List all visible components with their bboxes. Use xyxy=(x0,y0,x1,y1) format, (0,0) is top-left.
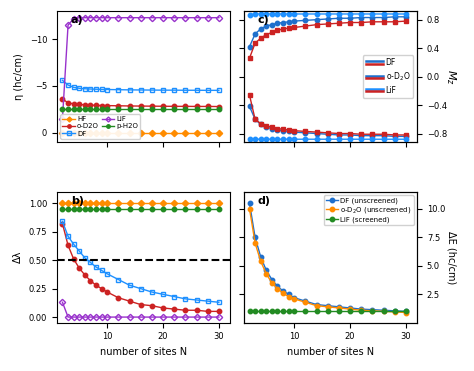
DF (unscreened) xyxy=(252,235,258,240)
o-D$_2$O (unscreened) xyxy=(274,286,280,291)
LiF (screened) xyxy=(269,309,275,313)
DF (unscreened) xyxy=(403,309,409,313)
DF (unscreened) xyxy=(292,295,297,300)
Text: a): a) xyxy=(71,15,83,25)
LiF (screened) xyxy=(314,309,319,313)
DF (unscreened) xyxy=(370,308,375,312)
LiF (screened) xyxy=(258,309,264,313)
DF (unscreened) xyxy=(392,309,398,313)
Y-axis label: Δλ: Δλ xyxy=(13,251,23,263)
DF (unscreened) xyxy=(269,277,275,282)
o-D$_2$O (unscreened) xyxy=(392,310,398,314)
o-D$_2$O (unscreened) xyxy=(258,259,264,263)
LiF (screened) xyxy=(392,309,398,313)
o-D$_2$O (unscreened) xyxy=(264,272,269,276)
o-D$_2$O (unscreened) xyxy=(336,306,342,310)
o-D$_2$O (unscreened) xyxy=(370,309,375,313)
DF (unscreened) xyxy=(246,201,252,206)
LiF (screened) xyxy=(286,309,292,313)
Legend: DF, o-D$_2$O, LiF: DF, o-D$_2$O, LiF xyxy=(363,55,413,98)
DF (unscreened) xyxy=(286,292,292,296)
LiF (screened) xyxy=(292,309,297,313)
o-D$_2$O (unscreened) xyxy=(347,307,353,311)
DF (unscreened) xyxy=(314,302,319,307)
o-D$_2$O (unscreened) xyxy=(246,207,252,211)
o-D$_2$O (unscreened) xyxy=(286,294,292,299)
o-D$_2$O (unscreened) xyxy=(358,308,364,312)
o-D$_2$O (unscreened) xyxy=(269,281,275,285)
Y-axis label: η (hc/cm): η (hc/cm) xyxy=(14,53,24,100)
LiF (screened) xyxy=(347,309,353,313)
Legend: DF (unscreened), o-D$_2$O (unscreened), LiF (screened): DF (unscreened), o-D$_2$O (unscreened), … xyxy=(324,195,414,225)
DF (unscreened) xyxy=(358,307,364,311)
LiF (screened) xyxy=(252,309,258,313)
DF (unscreened) xyxy=(336,305,342,309)
Text: d): d) xyxy=(258,196,271,206)
X-axis label: number of sites N: number of sites N xyxy=(287,347,374,357)
LiF (screened) xyxy=(325,309,330,313)
Line: o-D$_2$O (unscreened): o-D$_2$O (unscreened) xyxy=(247,207,408,315)
LiF (screened) xyxy=(302,309,308,313)
DF (unscreened) xyxy=(274,284,280,289)
LiF (screened) xyxy=(264,309,269,313)
DF (unscreened) xyxy=(381,308,386,312)
Y-axis label: ΔE (hc/cm): ΔE (hc/cm) xyxy=(447,231,456,284)
X-axis label: number of sites N: number of sites N xyxy=(100,347,187,357)
DF (unscreened) xyxy=(264,268,269,273)
LiF (screened) xyxy=(274,309,280,313)
LiF (screened) xyxy=(336,309,342,313)
o-D$_2$O (unscreened) xyxy=(314,303,319,308)
Text: c): c) xyxy=(258,15,270,25)
LiF (screened) xyxy=(358,309,364,313)
o-D$_2$O (unscreened) xyxy=(403,310,409,315)
o-D$_2$O (unscreened) xyxy=(325,305,330,309)
Y-axis label: $M_z$: $M_z$ xyxy=(445,69,458,85)
o-D$_2$O (unscreened) xyxy=(292,297,297,301)
o-D$_2$O (unscreened) xyxy=(381,309,386,313)
Text: b): b) xyxy=(71,196,84,206)
DF (unscreened) xyxy=(280,289,286,293)
DF (unscreened) xyxy=(325,303,330,308)
LiF (screened) xyxy=(280,309,286,313)
DF (unscreened) xyxy=(258,255,264,259)
o-D$_2$O (unscreened) xyxy=(252,241,258,245)
o-D$_2$O (unscreened) xyxy=(302,300,308,305)
Line: LiF (screened): LiF (screened) xyxy=(247,309,408,313)
Legend: HF, o-D2O, DF, LiF, p-H2O: HF, o-D2O, DF, LiF, p-H2O xyxy=(60,114,140,139)
LiF (screened) xyxy=(403,309,409,313)
LiF (screened) xyxy=(246,309,252,313)
Line: DF (unscreened): DF (unscreened) xyxy=(247,201,408,313)
LiF (screened) xyxy=(381,309,386,313)
DF (unscreened) xyxy=(347,306,353,310)
o-D$_2$O (unscreened) xyxy=(280,291,286,295)
LiF (screened) xyxy=(370,309,375,313)
DF (unscreened) xyxy=(302,299,308,303)
